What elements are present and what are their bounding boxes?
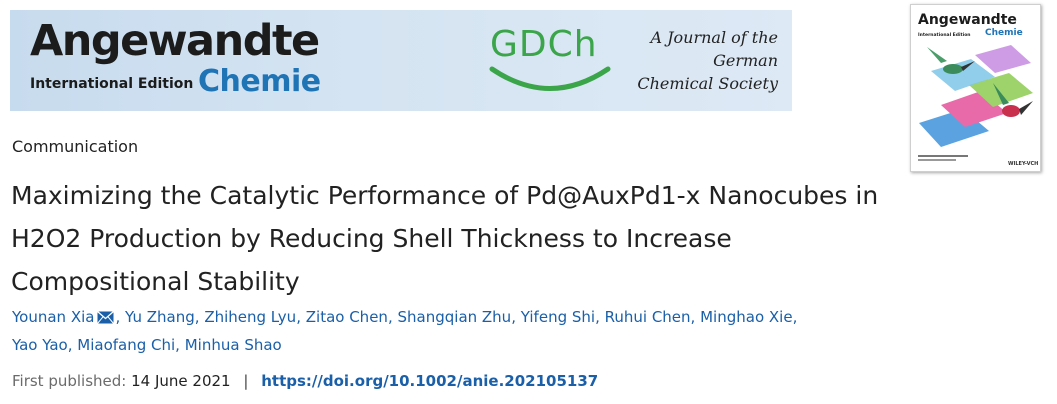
author-link[interactable]: Ruhui Chen [604, 308, 691, 326]
author-link[interactable]: Yu Zhang [125, 308, 195, 326]
cover-molecular-grid [919, 45, 1033, 147]
gdch-logo-text: GDCh [490, 24, 598, 65]
author-separator: , [792, 308, 798, 326]
author-separator: , [595, 308, 600, 326]
cover-title-top: Angewandte [918, 12, 1017, 28]
author-link[interactable]: Younan Xia [12, 308, 95, 326]
pub-divider: | [243, 372, 249, 390]
doi-link[interactable]: https://doi.org/10.1002/anie.202105137 [261, 372, 599, 390]
journal-cover-thumbnail[interactable]: Angewandte Chemie International Edition … [910, 4, 1041, 172]
published-date: 14 June 2021 [131, 372, 231, 390]
society-tagline: A Journal of the German Chemical Society [637, 26, 778, 95]
envelope-icon[interactable] [97, 311, 115, 324]
society-tagline-line: German [713, 51, 778, 70]
author-separator: , [296, 308, 301, 326]
cover-title-bottom: Chemie [985, 28, 1023, 38]
gdch-logo-arc-icon [489, 66, 611, 91]
author-link[interactable]: Minghao Xie [700, 308, 793, 326]
author-separator: , [67, 336, 73, 354]
author-separator: , [511, 308, 516, 326]
published-label: First published: [12, 372, 127, 390]
journal-name-angewandte: Angewandte [30, 16, 320, 66]
publication-info: First published: 14 June 2021 | https://… [12, 372, 598, 390]
author-link[interactable]: Minhua Shao [184, 336, 282, 354]
author-separator: , [690, 308, 696, 326]
author-link[interactable]: Zhiheng Lyu [204, 308, 297, 326]
article-title: Maximizing the Catalytic Performance of … [11, 181, 879, 296]
author-link[interactable]: Yao Yao [12, 336, 68, 354]
author-link[interactable]: Zitao Chen [305, 308, 388, 326]
author-separator: , [175, 336, 180, 354]
society-tagline-line: Chemical Society [637, 74, 778, 93]
cover-edition: International Edition [918, 32, 971, 38]
author-list: Younan Xia, Yu Zhang, Zhiheng Lyu, Zitao… [12, 303, 892, 359]
journal-banner[interactable]: Angewandte International Edition Chemie … [10, 10, 792, 111]
author-link[interactable]: Miaofang Chi [77, 336, 176, 354]
author-separator: , [387, 308, 393, 326]
society-tagline-line: A Journal of the [650, 28, 778, 47]
cover-publisher: WILEY-VCH [1008, 161, 1038, 167]
author-separator: , [194, 308, 200, 326]
cover-artwork: Angewandte Chemie International Edition … [911, 5, 1040, 171]
article-type-label: Communication [12, 137, 139, 156]
journal-edition-label: International Edition [30, 76, 194, 92]
cover-hummingbird-icon [927, 47, 1033, 117]
author-separator: , [115, 308, 121, 326]
author-link[interactable]: Shangqian Zhu [397, 308, 512, 326]
author-link[interactable]: Yifeng Shi [520, 308, 596, 326]
journal-name-chemie: Chemie [198, 64, 321, 99]
